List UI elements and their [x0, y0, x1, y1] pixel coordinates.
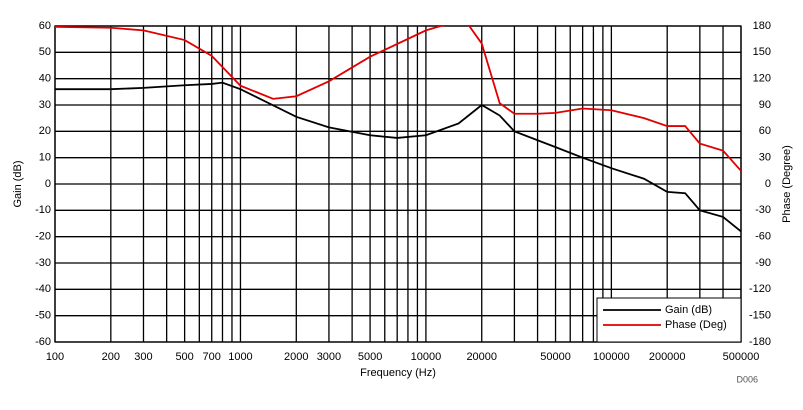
series-line	[55, 26, 741, 172]
y-tick-label: 10	[39, 152, 51, 164]
x-tick-label: 200	[102, 351, 120, 363]
y-tick-label: 0	[45, 178, 51, 190]
y2-tick-label: 90	[759, 99, 771, 111]
y2-tick-label: -120	[749, 283, 771, 295]
y2-tick-label: 60	[759, 125, 771, 137]
y-tick-label: -30	[35, 257, 51, 269]
x-tick-label: 500000	[723, 351, 760, 363]
x-tick-label: 3000	[317, 351, 341, 363]
legend-label: Phase (Deg)	[665, 319, 727, 331]
y2-tick-label: -60	[755, 231, 771, 243]
x-tick-label: 2000	[284, 351, 308, 363]
y-tick-label: -10	[35, 204, 51, 216]
x-tick-label: 500	[175, 351, 193, 363]
x-tick-label: 10000	[411, 351, 442, 363]
x-tick-label: 20000	[466, 351, 497, 363]
y2-tick-label: 150	[753, 46, 771, 58]
y-tick-label: -50	[35, 310, 51, 322]
series-line	[55, 81, 741, 233]
legend-box	[596, 297, 742, 343]
y2-tick-label: 0	[765, 178, 771, 190]
y2-tick-label: -150	[749, 310, 771, 322]
y2-axis-label: Phase (Degree)	[781, 145, 793, 223]
figure-id: D006	[736, 374, 758, 384]
x-tick-label: 700	[203, 351, 221, 363]
y-tick-label: -40	[35, 283, 51, 295]
x-tick-label: 100	[46, 351, 64, 363]
x-axis-label: Frequency (Hz)	[360, 367, 436, 379]
y2-tick-label: 30	[759, 152, 771, 164]
y-tick-label: 60	[39, 20, 51, 32]
y-tick-label: -60	[35, 336, 51, 348]
legend-label: Gain (dB)	[665, 304, 712, 316]
x-tick-label: 200000	[649, 351, 686, 363]
y2-tick-label: 180	[753, 20, 771, 32]
y-tick-label: -20	[35, 231, 51, 243]
y2-tick-label: -90	[755, 257, 771, 269]
x-tick-label: 300	[134, 351, 152, 363]
y-axis-label: Gain (dB)	[12, 160, 24, 207]
y-tick-label: 20	[39, 125, 51, 137]
y2-tick-label: -180	[749, 336, 771, 348]
x-tick-label: 50000	[540, 351, 571, 363]
x-tick-label: 1000	[228, 351, 252, 363]
x-tick-label: 100000	[593, 351, 630, 363]
y-tick-label: 40	[39, 73, 51, 85]
y2-tick-label: 120	[753, 73, 771, 85]
y-tick-label: 50	[39, 46, 51, 58]
y-tick-label: 30	[39, 99, 51, 111]
x-tick-label: 5000	[358, 351, 382, 363]
y2-tick-label: -30	[755, 204, 771, 216]
